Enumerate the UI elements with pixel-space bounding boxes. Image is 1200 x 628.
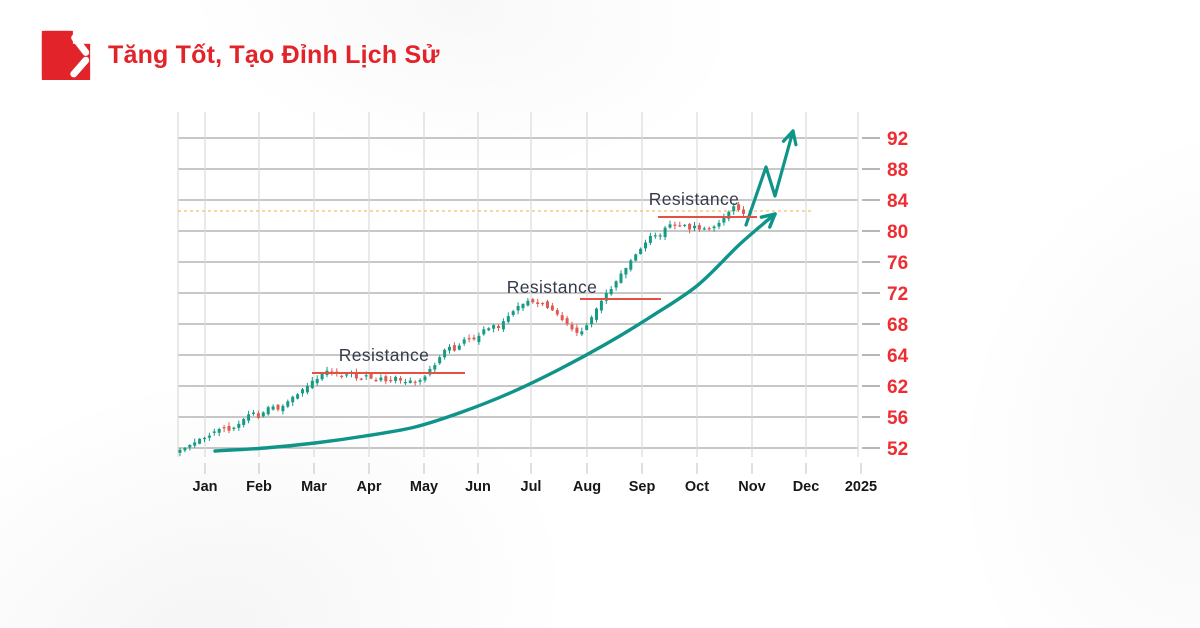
forecast-arrow bbox=[744, 129, 798, 227]
y-tick-label: 64 bbox=[887, 346, 909, 367]
header: Tăng Tốt, Tạo Đỉnh Lịch Sử bbox=[40, 30, 440, 80]
y-tick-label: 68 bbox=[887, 315, 908, 336]
x-tick-label: Aug bbox=[573, 479, 601, 495]
trend-arrow bbox=[213, 212, 777, 453]
y-tick-label: 52 bbox=[887, 439, 908, 460]
x-tick-label: 2025 bbox=[845, 479, 877, 495]
y-tick-label: 62 bbox=[887, 377, 908, 398]
resistance-annotation-1: Resistance bbox=[312, 345, 465, 374]
x-tick-label: May bbox=[410, 479, 438, 495]
x-tick-label: Jan bbox=[193, 479, 218, 495]
y-tick-label: 88 bbox=[887, 160, 908, 181]
x-tick-label: Oct bbox=[685, 479, 709, 495]
resistance-label: Resistance bbox=[649, 189, 740, 209]
resistance-annotation-3: Resistance bbox=[649, 189, 757, 218]
y-axis-labels: 92 88 84 80 76 72 68 64 62 56 52 bbox=[862, 129, 909, 460]
y-tick-label: 72 bbox=[887, 284, 908, 305]
x-axis-labels: Jan Feb Mar Apr May Jun Jul Aug Sep Oct Nov Dec 2025 bbox=[193, 463, 877, 495]
y-tick-label: 80 bbox=[887, 222, 908, 243]
x-tick-label: Jun bbox=[465, 479, 491, 495]
y-tick-label: 56 bbox=[887, 408, 908, 429]
brand-logo-icon bbox=[41, 30, 92, 80]
x-tick-label: Feb bbox=[246, 479, 272, 495]
resistance-annotation-2: Resistance bbox=[507, 277, 661, 300]
x-tick-label: Nov bbox=[738, 479, 765, 495]
grid-lines bbox=[177, 112, 859, 457]
y-tick-label: 92 bbox=[887, 129, 908, 150]
x-tick-label: Dec bbox=[793, 479, 820, 495]
y-tick-label: 84 bbox=[887, 191, 909, 212]
candlesticks bbox=[178, 201, 745, 457]
x-tick-label: Jul bbox=[521, 479, 542, 495]
x-tick-label: Sep bbox=[629, 479, 656, 495]
x-tick-label: Apr bbox=[357, 479, 382, 495]
x-tick-label: Mar bbox=[301, 479, 327, 495]
y-tick-label: 76 bbox=[887, 253, 908, 274]
resistance-label: Resistance bbox=[339, 345, 430, 365]
resistance-label: Resistance bbox=[507, 277, 598, 297]
page-title: Tăng Tốt, Tạo Đỉnh Lịch Sử bbox=[108, 40, 440, 69]
